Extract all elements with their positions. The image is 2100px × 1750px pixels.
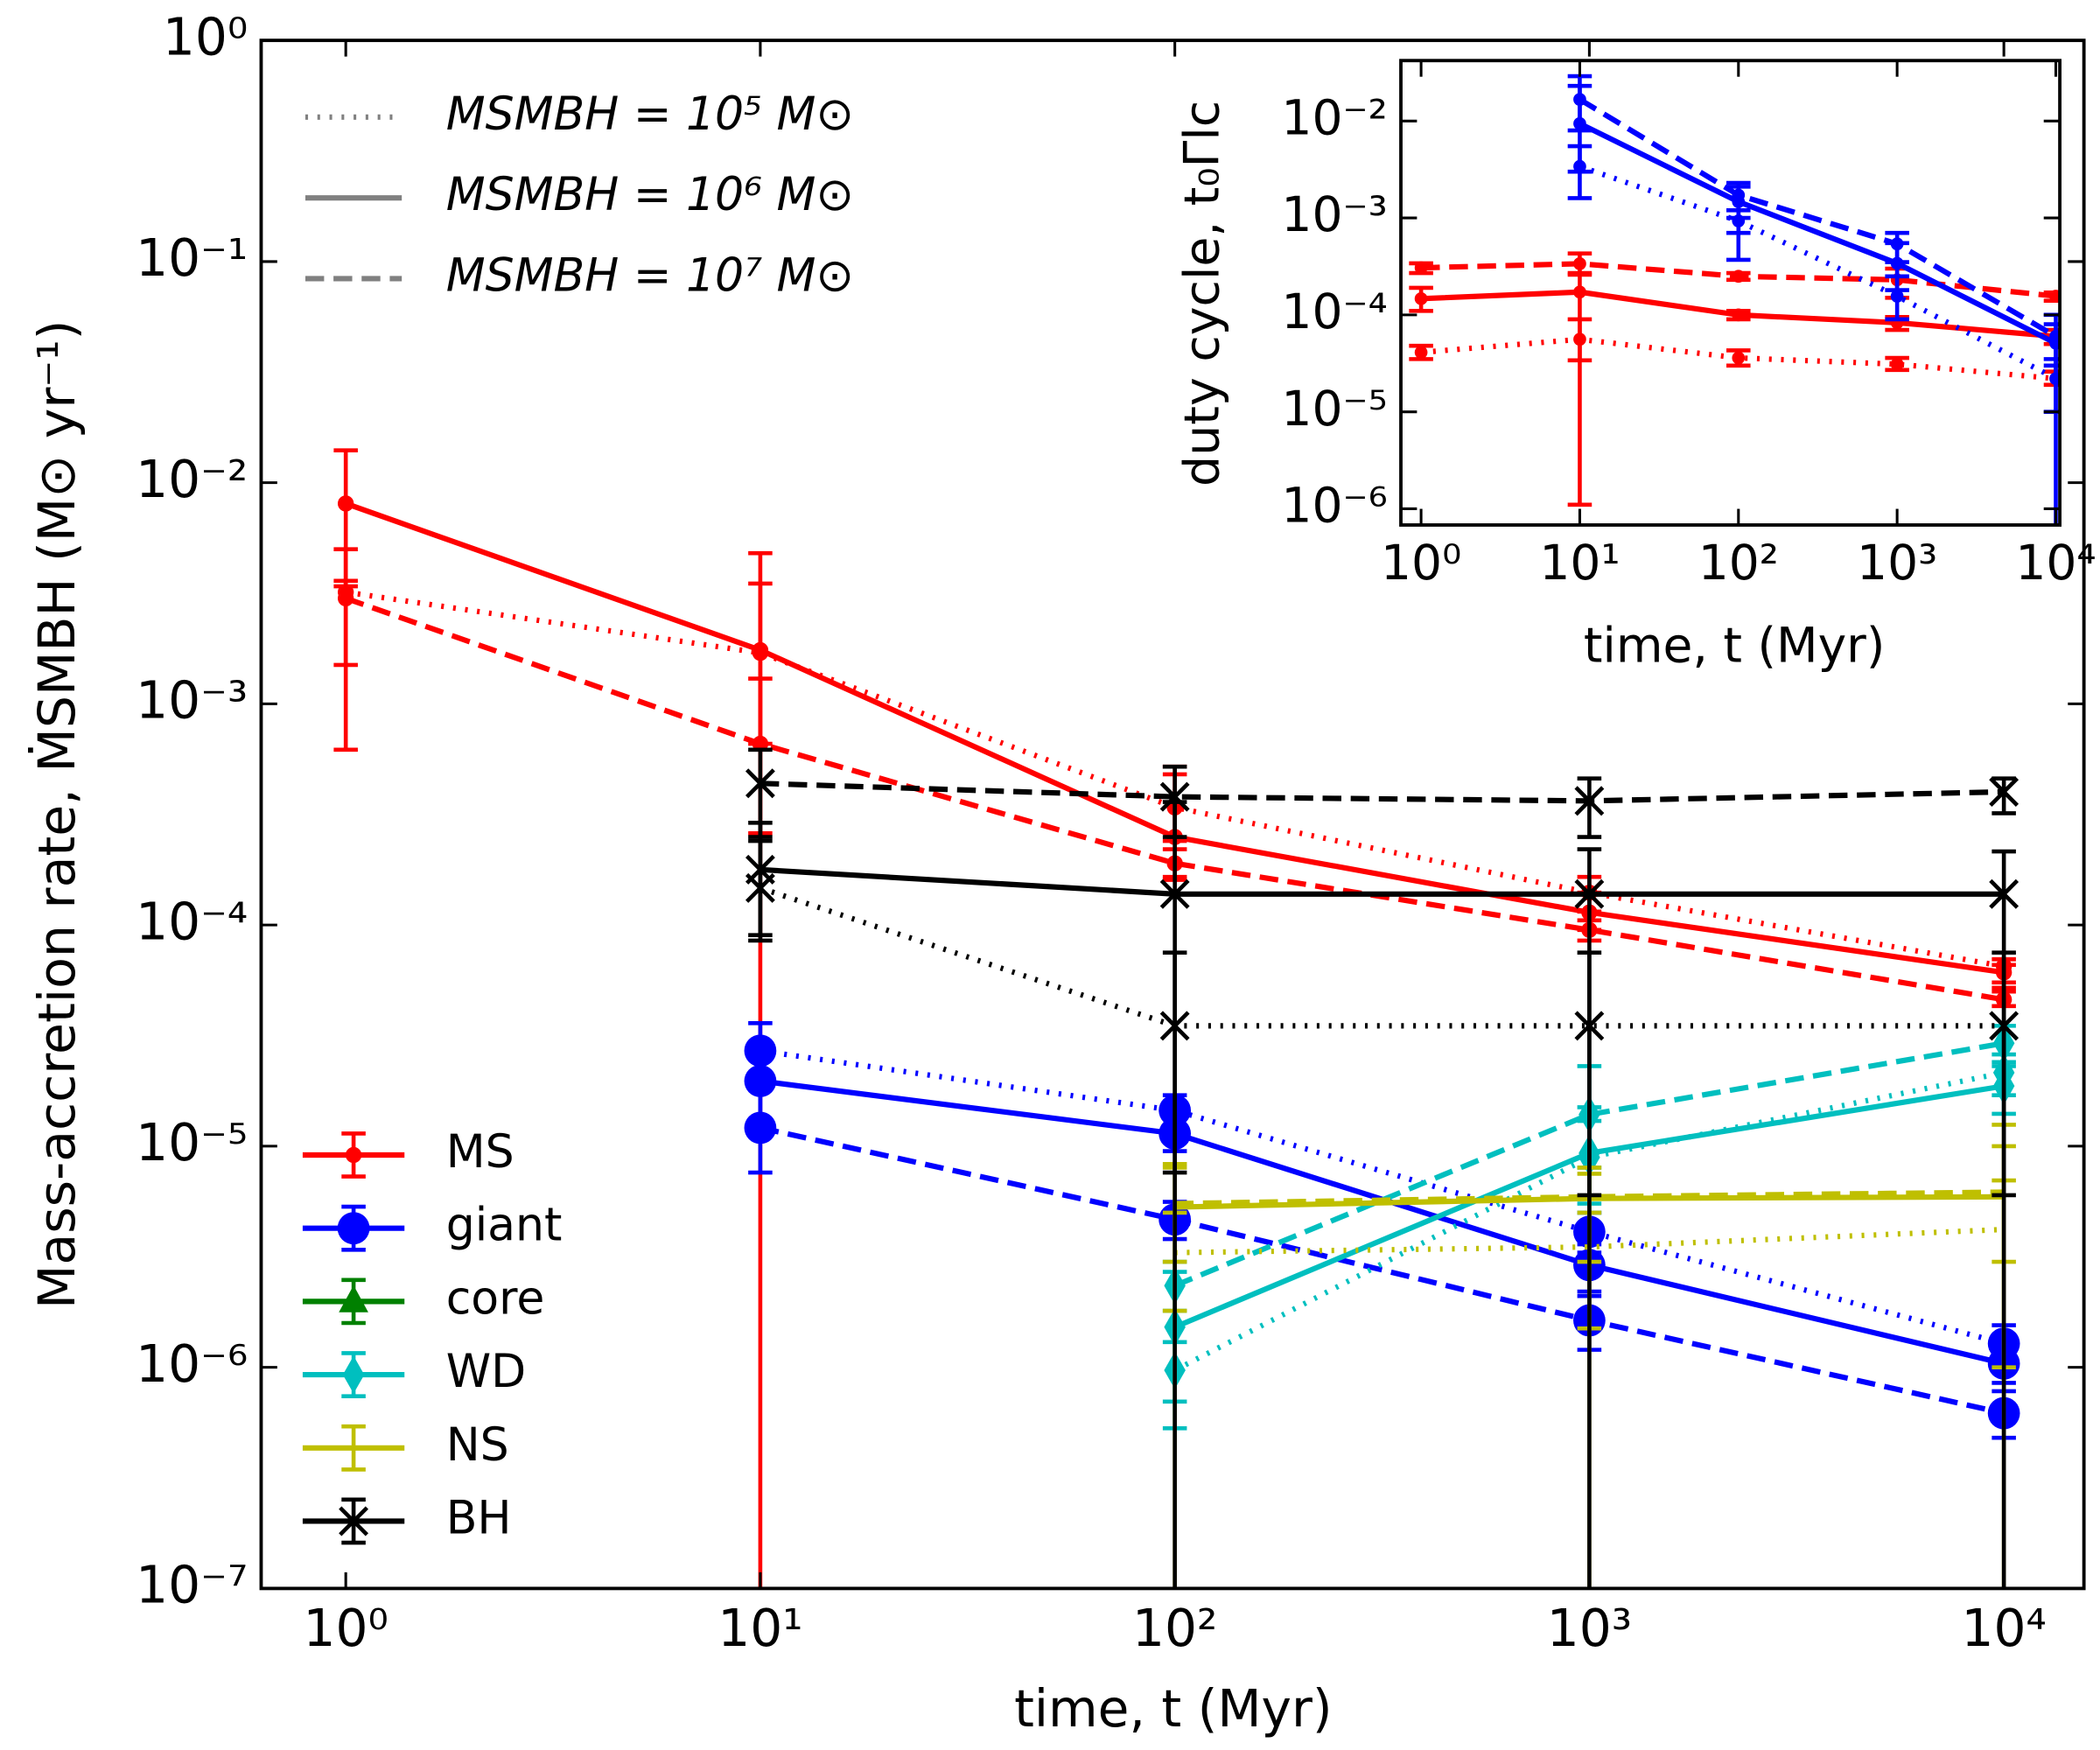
marker <box>1574 786 1605 816</box>
marker <box>1573 93 1586 106</box>
legend-label: MSMBH = 10⁶ M⊙ <box>446 169 854 221</box>
series-line <box>760 866 2005 897</box>
x-tick-label: 10¹ <box>1539 536 1620 592</box>
plot-area <box>1409 74 2061 525</box>
series-line <box>759 885 2005 1029</box>
y-tick-label: 10⁻¹ <box>136 228 248 288</box>
marker <box>1890 290 1904 303</box>
series-line <box>1420 336 2056 382</box>
x-tick-label: 10³ <box>1547 1599 1632 1658</box>
error-bar <box>1577 776 1602 839</box>
legend-label: BH <box>446 1492 512 1544</box>
marker <box>1159 878 1190 909</box>
marker <box>1573 257 1586 270</box>
marker <box>1159 781 1190 812</box>
x-tick-label: 10² <box>1132 1599 1217 1658</box>
marker <box>337 590 354 607</box>
y-tick-label: 10⁰ <box>163 7 248 66</box>
marker <box>1989 878 2020 909</box>
error-bar <box>333 578 358 752</box>
marker <box>1732 351 1746 365</box>
marker <box>1414 261 1428 275</box>
axes-frame <box>259 38 2086 1591</box>
marker <box>1414 346 1428 360</box>
y-tick-label: 10⁻⁵ <box>136 1113 248 1172</box>
marker <box>1732 188 1746 202</box>
marker <box>745 768 775 799</box>
marker <box>1732 308 1746 322</box>
y-tick-label: 10⁻⁶ <box>136 1334 248 1394</box>
error-bar <box>1992 776 2016 816</box>
legend-label: NS <box>446 1419 509 1472</box>
legend-marker <box>339 1506 369 1536</box>
marker <box>2049 290 2061 303</box>
legend-marker <box>345 1146 362 1164</box>
series-line <box>1173 1069 2005 1373</box>
marker <box>2049 330 2061 343</box>
marker <box>1989 776 2020 807</box>
legend-label: MSMBH = 10⁷ M⊙ <box>446 249 854 302</box>
y-tick-label: 10⁻² <box>1281 90 1387 146</box>
x-tick-label: 10⁰ <box>304 1599 388 1658</box>
marker <box>744 1111 777 1144</box>
marker <box>1732 270 1746 284</box>
marker <box>1574 878 1605 909</box>
error-bar <box>1162 764 1187 839</box>
y-tick-label: 10⁻⁵ <box>1281 382 1387 438</box>
error-bar <box>1992 849 2016 1589</box>
marker <box>1573 285 1586 299</box>
x-tick-label: 10¹ <box>718 1599 802 1658</box>
error-bar <box>1577 847 1602 1589</box>
legend-marker <box>339 1284 368 1312</box>
error-bar <box>748 747 773 839</box>
series-line <box>345 589 2005 970</box>
x-axis-label: time, t (Myr) <box>1014 1679 1332 1739</box>
x-tick-label: 10⁰ <box>1381 536 1461 592</box>
marker <box>745 854 775 885</box>
series-line <box>1578 96 2058 340</box>
y-tick-label: 10⁻³ <box>1281 187 1387 243</box>
y-axis-label: Mass-accretion rate, ṀSMBH (M⊙ yr⁻¹) <box>27 320 87 1309</box>
legend-label: WD <box>446 1346 526 1398</box>
x-tick-label: 10⁴ <box>2015 536 2096 592</box>
marker <box>1890 237 1904 251</box>
marker <box>1890 357 1904 371</box>
series-line <box>1578 121 2057 346</box>
y-tick-label: 10⁻² <box>136 450 248 509</box>
y-tick-label: 10⁻⁴ <box>136 892 248 951</box>
legend-label: core <box>446 1272 545 1325</box>
series-line <box>1173 1040 2005 1289</box>
legend-marker <box>337 1212 370 1245</box>
series-line <box>760 1078 2005 1367</box>
y-tick-label: 10⁻⁶ <box>1281 478 1387 534</box>
axes-frame <box>1399 59 2062 527</box>
legend-label: MSMBH = 10⁵ M⊙ <box>446 88 854 141</box>
marker <box>752 641 769 659</box>
y-tick-label: 10⁻³ <box>136 670 248 730</box>
x-tick-label: 10⁴ <box>1961 1599 2046 1658</box>
inset-y-axis-label: duty cycle, t₀Γlc <box>1175 101 1231 486</box>
legend-label: MS <box>446 1126 514 1179</box>
legend-error-bar <box>341 1424 366 1472</box>
legend-marker <box>342 1355 365 1394</box>
x-tick-label: 10³ <box>1857 536 1937 592</box>
x-tick-label: 10² <box>1698 536 1779 592</box>
inset-x-axis-label: time, t (Myr) <box>1584 619 1885 675</box>
plot-area <box>333 448 2020 1589</box>
series-line <box>760 1124 2005 1417</box>
series-line <box>760 780 2005 804</box>
series-line <box>1174 1189 2005 1207</box>
marker <box>337 495 354 512</box>
series-line <box>345 595 2005 1003</box>
series-line <box>1578 164 2057 382</box>
y-tick-label: 10⁻⁷ <box>136 1555 248 1614</box>
marker <box>1414 291 1428 305</box>
error-bar <box>333 448 358 589</box>
legend-label: giant <box>446 1200 563 1252</box>
y-tick-label: 10⁻⁴ <box>1281 284 1387 340</box>
